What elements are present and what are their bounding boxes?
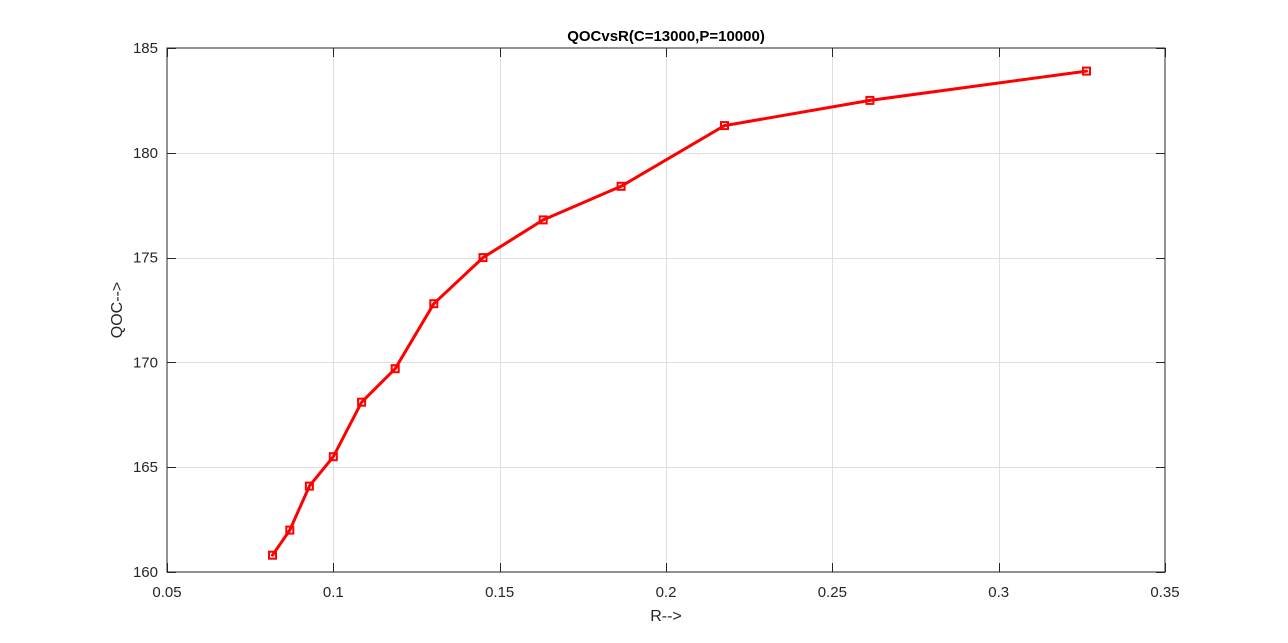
x-tick-label: 0.3 — [988, 584, 1009, 601]
data-point-marker — [1082, 66, 1091, 76]
series-line — [271, 69, 1088, 557]
y-tick-label: 185 — [133, 40, 158, 57]
data-point-marker — [390, 364, 400, 374]
data-point-marker — [328, 452, 338, 462]
x-tick-label: 0.2 — [656, 584, 677, 601]
data-point-marker — [357, 397, 367, 407]
data-point-marker — [268, 550, 277, 560]
data-point-marker — [720, 121, 729, 131]
y-tick-labels: 160 165 170 175 180 185 — [133, 40, 158, 581]
data-point-marker — [429, 299, 439, 309]
y-tick-label: 180 — [133, 145, 158, 162]
x-tick-label: 0.15 — [485, 584, 514, 601]
y-axis-label: QOC--> — [109, 282, 126, 338]
chart-title: QOCvsR(C=13000,P=10000) — [567, 28, 765, 45]
series-layer — [268, 66, 1091, 560]
data-point-marker — [478, 253, 488, 263]
x-tick-label: 0.1 — [323, 584, 344, 601]
plot-area — [166, 47, 1166, 573]
data-point-marker — [865, 95, 875, 105]
data-point-marker — [538, 215, 548, 225]
y-tick-label: 170 — [133, 354, 158, 371]
y-tick-label: 175 — [133, 250, 158, 267]
x-tick-labels: 0.05 0.1 0.15 0.2 0.25 0.3 0.35 — [152, 584, 1179, 601]
data-point-marker — [304, 481, 314, 491]
data-point-marker — [616, 181, 626, 191]
ticks — [167, 48, 1166, 573]
x-tick-label: 0.25 — [818, 584, 847, 601]
grid — [167, 48, 1165, 572]
data-point-marker — [285, 525, 295, 535]
y-tick-label: 160 — [133, 564, 158, 581]
x-axis-label: R--> — [650, 608, 682, 625]
x-tick-label: 0.35 — [1150, 584, 1179, 601]
y-tick-label: 165 — [133, 459, 158, 476]
x-tick-label: 0.05 — [152, 584, 181, 601]
